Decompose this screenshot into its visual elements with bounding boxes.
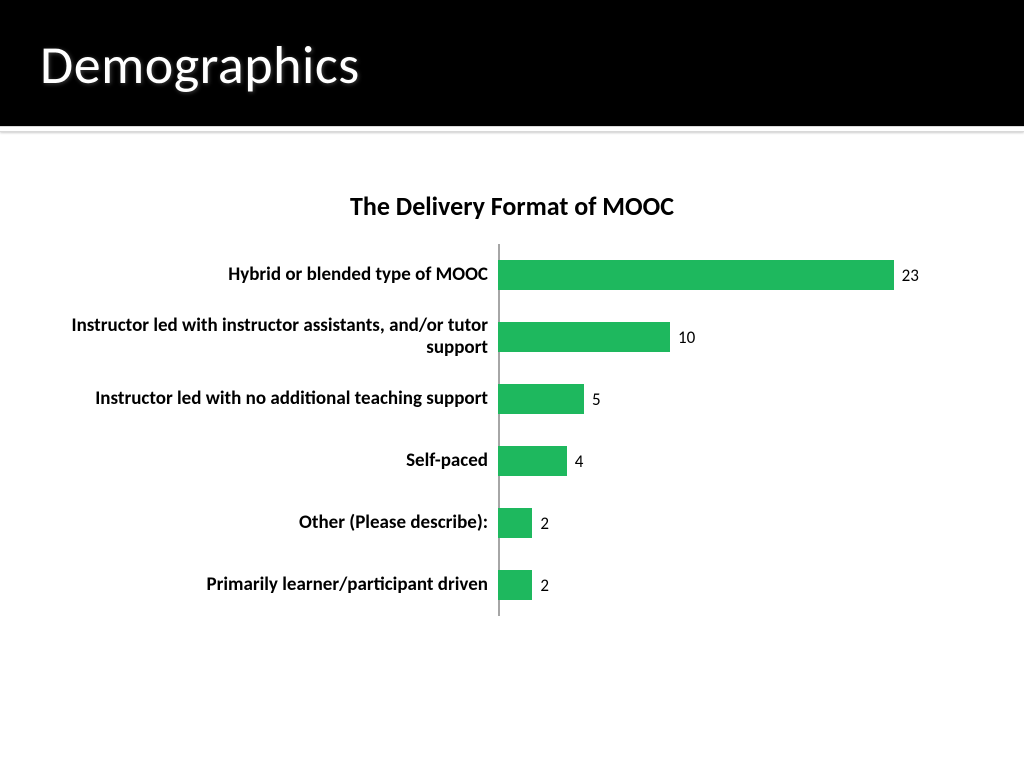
category-label: Primarily learner/participant driven — [60, 574, 498, 596]
value-label: 2 — [540, 513, 549, 534]
bar — [498, 260, 894, 290]
bar-cell: 4 — [498, 430, 964, 492]
value-label: 4 — [575, 451, 584, 472]
value-label: 23 — [902, 265, 919, 286]
chart-row: Instructor led with no additional teachi… — [60, 368, 964, 430]
bar-cell: 2 — [498, 492, 964, 554]
title-band: Demographics — [0, 0, 1024, 126]
slide: Demographics The Delivery Format of MOOC… — [0, 0, 1024, 768]
chart-title: The Delivery Format of MOOC — [60, 190, 964, 222]
title-divider — [0, 126, 1024, 132]
chart-plot: Hybrid or blended type of MOOC 23 Instruct… — [60, 244, 964, 616]
value-label: 10 — [678, 327, 695, 348]
bar-cell: 5 — [498, 368, 964, 430]
slide-title: Demographics — [40, 32, 984, 98]
bar-cell: 10 — [498, 306, 964, 368]
chart-row: Instructor led with instructor assistant… — [60, 306, 964, 368]
bar — [498, 508, 532, 538]
value-label: 2 — [540, 575, 549, 596]
chart-area: The Delivery Format of MOOC Hybrid or bl… — [0, 180, 1024, 616]
bar — [498, 322, 670, 352]
chart-row: Primarily learner/participant driven 2 — [60, 554, 964, 616]
category-label: Hybrid or blended type of MOOC — [60, 264, 498, 286]
category-label: Instructor led with instructor assistant… — [60, 315, 498, 359]
chart-row: Other (Please describe): 2 — [60, 492, 964, 554]
category-label: Other (Please describe): — [60, 512, 498, 534]
category-label: Instructor led with no additional teachi… — [60, 388, 498, 410]
chart-row: Hybrid or blended type of MOOC 23 — [60, 244, 964, 306]
bar-cell: 23 — [498, 244, 964, 306]
chart-row: Self-paced 4 — [60, 430, 964, 492]
bar — [498, 570, 532, 600]
category-label: Self-paced — [60, 450, 498, 472]
bar — [498, 446, 567, 476]
bar — [498, 384, 584, 414]
bar-cell: 2 — [498, 554, 964, 616]
value-label: 5 — [592, 389, 601, 410]
